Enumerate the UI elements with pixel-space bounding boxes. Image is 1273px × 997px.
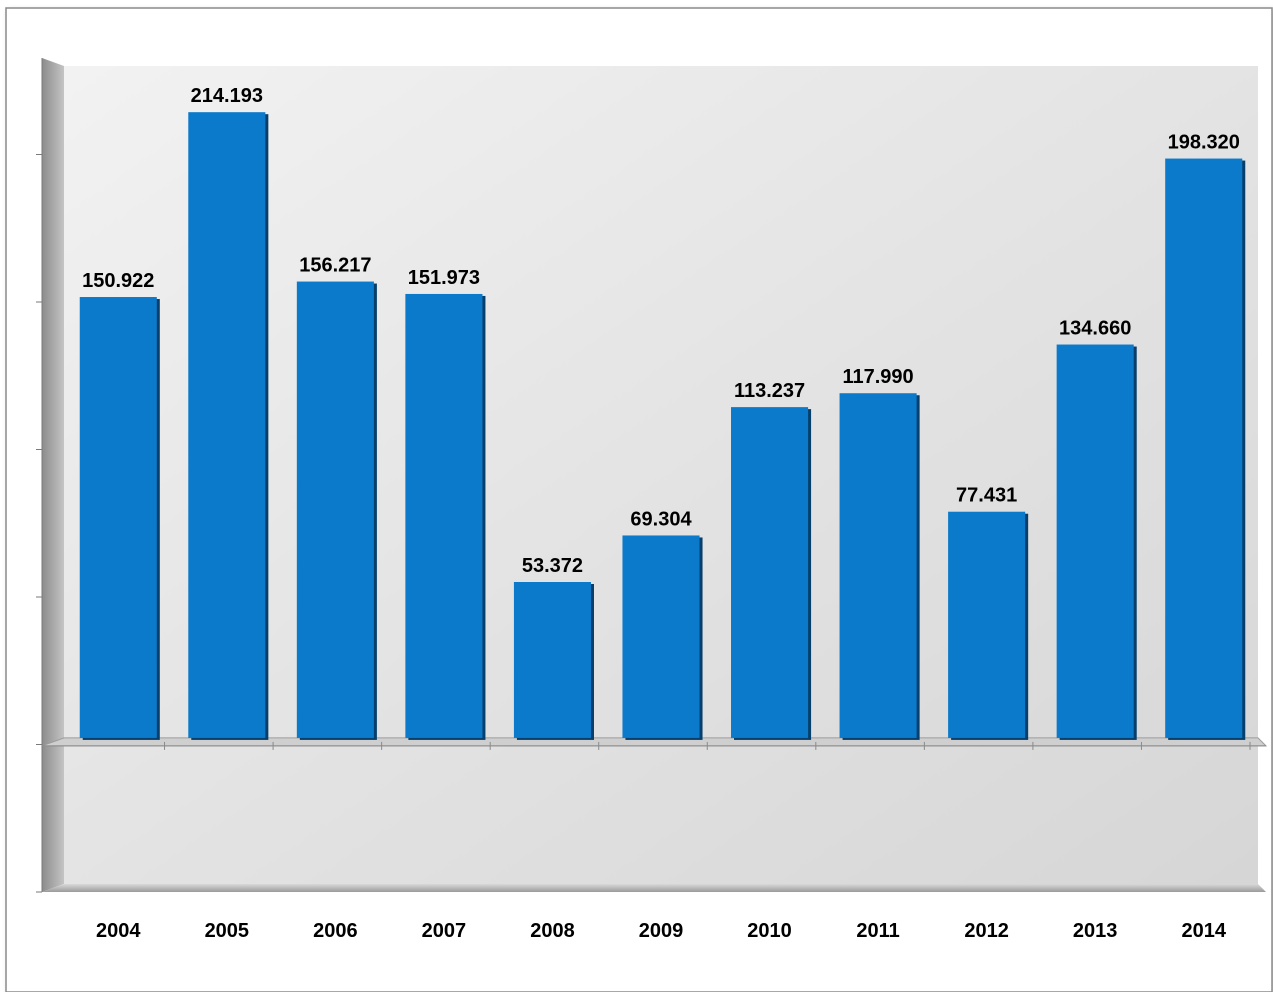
bars <box>79 112 1246 740</box>
bar <box>513 582 591 738</box>
bar <box>622 535 700 738</box>
side-wall <box>42 58 64 892</box>
x-tick-label: 2004 <box>96 920 141 942</box>
data-label: 69.304 <box>630 508 692 530</box>
axes <box>36 58 1266 893</box>
x-tick-label: 2013 <box>1073 920 1118 942</box>
bar <box>948 511 1026 738</box>
bar <box>839 393 917 738</box>
x-tick-label: 2009 <box>639 920 684 942</box>
bar <box>188 112 266 738</box>
data-label: 214.193 <box>191 85 263 107</box>
x-tick-label: 2014 <box>1181 920 1226 942</box>
data-label: 113.237 <box>734 380 805 402</box>
x-axis-tick-labels: 2004 2005 2006 2007 2008 2009 2010 2011 2012 2013… <box>96 920 1227 942</box>
data-label: 156.217 <box>299 255 371 277</box>
bar <box>731 407 809 738</box>
bar <box>1165 158 1243 738</box>
data-label: 77.431 <box>956 485 1017 507</box>
bar <box>79 297 157 738</box>
data-label: 134.660 <box>1059 318 1131 340</box>
x-tick-label: 2010 <box>747 920 792 942</box>
floor <box>42 884 1266 892</box>
x-tick-label: 2005 <box>205 920 250 942</box>
x-tick-label: 2012 <box>964 920 1009 942</box>
bar <box>296 281 374 738</box>
bar <box>405 293 483 738</box>
x-tick-label: 2007 <box>422 920 467 942</box>
data-label: 53.372 <box>522 555 583 577</box>
x-tick-label: 2008 <box>530 920 575 942</box>
x-tick-label: 2006 <box>313 920 358 942</box>
data-label: 151.973 <box>408 267 480 289</box>
bar <box>1056 344 1134 738</box>
data-label: 198.320 <box>1168 132 1240 154</box>
x-tick-label: 2011 <box>856 920 899 942</box>
data-label: 150.922 <box>82 270 154 292</box>
data-label: 117.990 <box>842 366 913 388</box>
data-labels: 150.922 214.193 156.217 151.973 53.372 69.304… <box>82 85 1240 577</box>
